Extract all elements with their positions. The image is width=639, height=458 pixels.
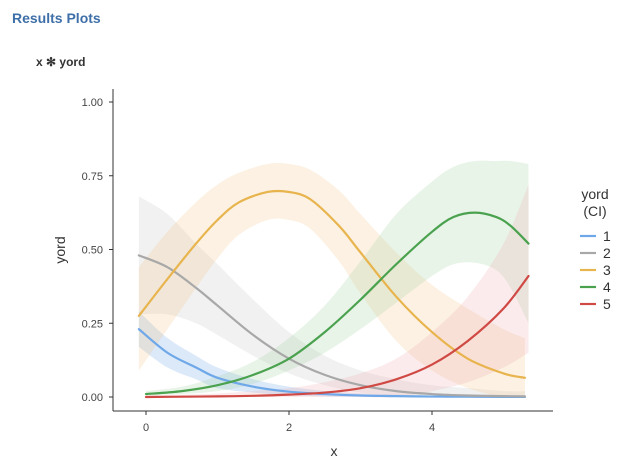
y-axis-label: yord (52, 236, 68, 263)
ci-band-series-2 (138, 196, 525, 398)
legend-title-line1: yord (581, 186, 608, 202)
x-axis-label: x (331, 443, 338, 458)
ci-band-series-1 (138, 311, 525, 398)
ci-band-series-3 (138, 163, 525, 398)
y-tick-label: 0.75 (82, 171, 103, 183)
x-tick-label: 2 (286, 422, 292, 434)
line-series-1 (137, 328, 527, 398)
ci-band-series-4 (146, 160, 529, 396)
x-tick-label: 4 (429, 422, 435, 434)
ci-band-series-5 (146, 184, 529, 398)
confidence-bands (138, 160, 529, 398)
legend-title-line2: (CI) (583, 203, 606, 219)
line-series-2 (137, 254, 527, 398)
page-title: Results Plots (12, 10, 101, 26)
series-lines (137, 189, 530, 399)
y-tick-label: 0.00 (82, 392, 103, 404)
x-ticks: 0 2 4 (143, 411, 435, 434)
y-tick-label: 1.00 (82, 97, 103, 109)
legend-label-series-3: 3 (603, 262, 611, 278)
line-series-5 (144, 274, 530, 399)
plot-subtitle: x ✻ yord (36, 55, 86, 69)
legend-label-series-2: 2 (603, 245, 611, 261)
x-tick-label: 0 (143, 422, 149, 434)
legend-label-series-4: 4 (603, 279, 611, 295)
legend-label-series-1: 1 (603, 228, 611, 244)
y-tick-label: 0.25 (82, 318, 103, 330)
legend-label-series-5: 5 (603, 296, 611, 312)
line-series-3 (137, 189, 527, 379)
line-series-4 (144, 211, 530, 396)
y-ticks: 0.00 0.25 0.50 0.75 1.00 (82, 97, 113, 404)
y-tick-label: 0.50 (82, 245, 103, 257)
